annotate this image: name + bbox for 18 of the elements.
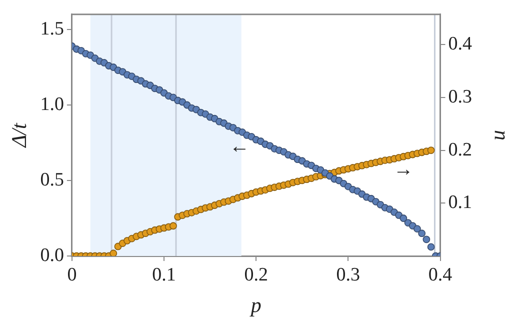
y2-tick-label: 0.1	[448, 192, 472, 214]
y2-axis-title: u	[486, 130, 510, 140]
x-axis-title: p	[248, 292, 262, 317]
y2-tick-label: 0.2	[448, 139, 472, 160]
x-tick-label: 0.1	[152, 264, 176, 286]
y2-tick-label: 0.4	[448, 34, 472, 55]
y-tick-label: 0.0	[40, 244, 64, 266]
y-axis-title: Δ/t	[7, 122, 32, 148]
annotation: →	[393, 158, 414, 180]
x-tick-label: 0.3	[336, 264, 360, 286]
y2-tick-label: 0.3	[448, 86, 472, 108]
y-tick-label: 1.0	[40, 94, 64, 115]
y-tick-label: 0.5	[40, 169, 64, 190]
x-tick-label: 0.2	[244, 264, 268, 286]
y-tick-label: 1.5	[40, 18, 64, 40]
annotation: ←	[230, 136, 250, 158]
x-tick-label: 0.4	[428, 264, 453, 286]
x-tick-label: 0	[67, 264, 77, 286]
